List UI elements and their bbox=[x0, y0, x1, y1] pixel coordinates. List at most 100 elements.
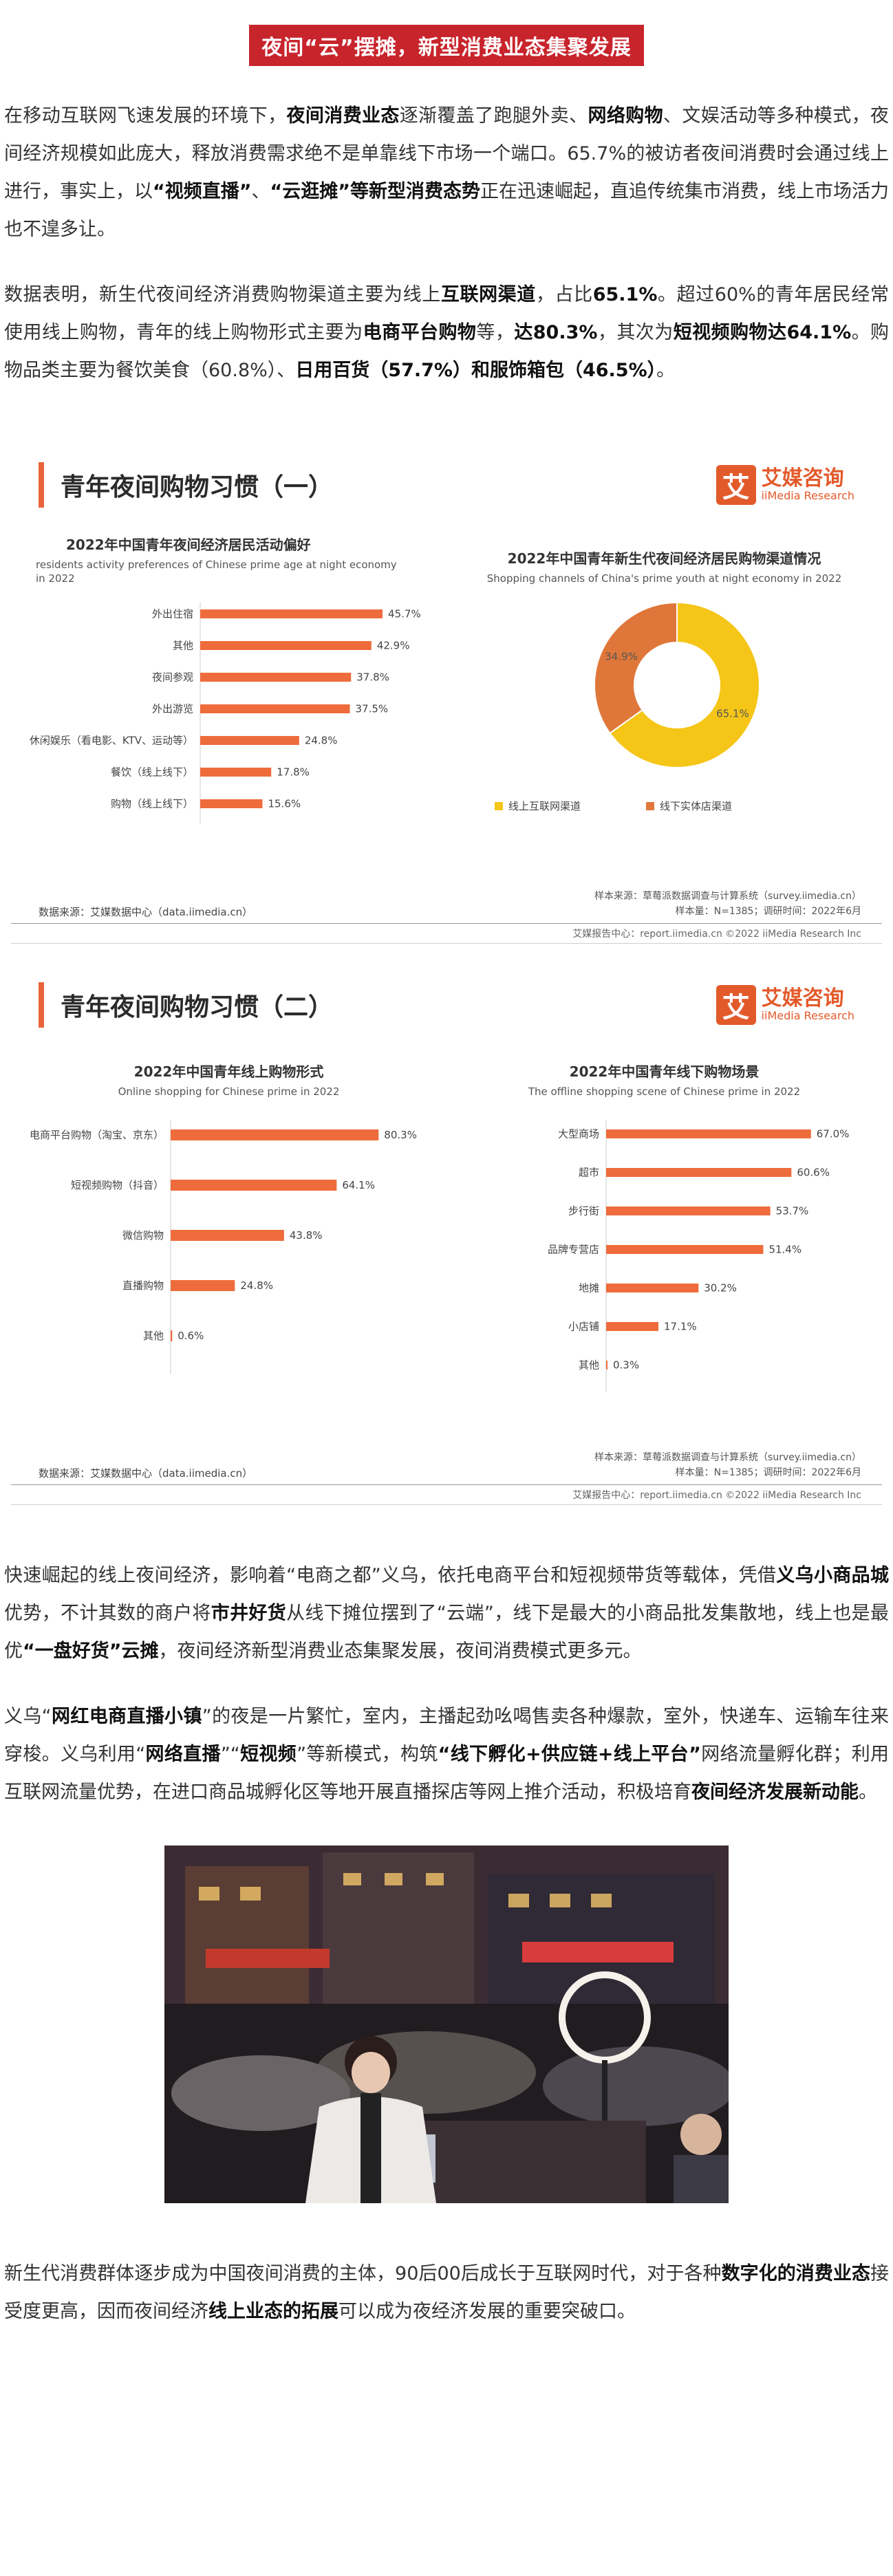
category-label: 外出游览 bbox=[152, 703, 193, 715]
legend-swatch bbox=[646, 802, 654, 810]
text-run: 从线下摊位摆到了“云端”，线下是最大的小商品批发集散地，线上也是最优 bbox=[4, 1603, 890, 1662]
category-label: 休闲娱乐（看电影、KTV、运动等） bbox=[30, 735, 193, 747]
paragraph-3: 快速崛起的线上夜间经济，影响着“电商之都”义乌，依托电商平台和短视频带货等载体，… bbox=[0, 1557, 893, 1670]
bar bbox=[200, 641, 372, 650]
chart-title: 2022年中国青年线下购物场景 bbox=[569, 1063, 760, 1080]
value-label: 67.0% bbox=[817, 1128, 850, 1140]
bar bbox=[200, 673, 352, 682]
text-run: 在移动互联网飞速发展的环境下， bbox=[4, 105, 287, 127]
category-label: 地摊 bbox=[579, 1282, 599, 1295]
brand-subtitle: iiMedia Research bbox=[761, 489, 854, 502]
bar bbox=[606, 1206, 771, 1215]
text-run: 。 bbox=[656, 360, 676, 381]
category-label: 短视频购物（抖音） bbox=[71, 1179, 164, 1191]
paragraph-4: 义乌“网红电商直播小镇”的夜是一片繁忙，室内，主播起劲吆喝售卖各种爆款，室外，快… bbox=[0, 1698, 893, 1811]
emphasis-text: 义乌小商品城 bbox=[776, 1565, 890, 1586]
category-label: 外出住宿 bbox=[152, 608, 193, 620]
emphasis-text: 短视频 bbox=[239, 1744, 297, 1765]
emphasis-text: 达80.3% bbox=[514, 322, 598, 343]
brand-logo: 艾 艾媒咨询 iiMedia Research bbox=[716, 985, 854, 1025]
emphasis-text: 网红电商直播小镇 bbox=[51, 1706, 202, 1727]
category-label: 电商平台购物（淘宝、京东） bbox=[30, 1129, 164, 1141]
figure-header: 青年夜间购物习惯（二） 艾 艾媒咨询 iiMedia Research bbox=[11, 957, 882, 1033]
value-label: 17.1% bbox=[664, 1321, 697, 1333]
bar bbox=[200, 736, 299, 745]
text-run: 。购物品类主要为餐饮美食（60.8%）、 bbox=[4, 322, 890, 381]
emphasis-text: “视频直播” bbox=[153, 181, 252, 202]
value-label: 42.9% bbox=[377, 640, 410, 652]
title-section: 夜间“云”摆摊，新型消费业态集聚发展 bbox=[0, 0, 893, 66]
emphasis-text: 互联网渠道 bbox=[440, 284, 536, 305]
bar bbox=[200, 768, 272, 777]
text-run: ”的夜是一片繁忙，室内，主播起劲吆喝售卖各种爆款，室外，快递车、运输车往来穿梭。… bbox=[4, 1706, 889, 1765]
legend-label: 线下实体店渠道 bbox=[660, 800, 732, 812]
article: 夜间“云”摆摊，新型消费业态集聚发展 在移动互联网飞速发展的环境下，夜间消费业态… bbox=[0, 0, 893, 2322]
figure-2: 青年夜间购物习惯（二） 艾 艾媒咨询 iiMedia Research 2022… bbox=[11, 957, 882, 1505]
text-run: 正在迅速崛起，直追传统集市消费，线上市场活力也不遑多让。 bbox=[4, 181, 889, 240]
sample-size: 样本量：N=1385；调研时间：2022年6月 bbox=[675, 1467, 861, 1478]
livestream-photo bbox=[164, 1846, 729, 2203]
text-run: 可以成为夜经济发展的重要突破口。 bbox=[338, 2301, 636, 2322]
category-label: 购物（线上线下） bbox=[111, 798, 193, 810]
text-run: 、 bbox=[251, 181, 270, 202]
sample-source: 样本来源：草莓派数据调查与计算系统（survey.iimedia.cn） bbox=[594, 891, 861, 902]
brand-icon: 艾 bbox=[716, 985, 756, 1025]
text-run: 、文娱活动等多种模式，夜间经济规模如此庞大，释放消费需求绝不是单靠线下市场一个端… bbox=[4, 105, 890, 202]
emphasis-text: “一盘好货”云摊 bbox=[23, 1641, 159, 1662]
value-label: 0.3% bbox=[613, 1359, 639, 1372]
figure-1: 青年夜间购物习惯（一） 艾 艾媒咨询 iiMedia Research 2022… bbox=[11, 437, 882, 944]
text-run: 。 bbox=[859, 1782, 877, 1803]
text-run: 网络流量孵化群；利用互联网流量优势，在进口商品城孵化区等地开展直播探店等网上推介… bbox=[4, 1744, 890, 1803]
legend-label: 线上互联网渠道 bbox=[508, 800, 581, 812]
figure-heading: 青年夜间购物习惯（二） bbox=[61, 993, 334, 1021]
value-label: 37.8% bbox=[356, 671, 389, 684]
value-label: 17.8% bbox=[277, 766, 310, 779]
category-label: 餐饮（线上线下） bbox=[111, 766, 193, 779]
value-label: 24.8% bbox=[305, 735, 338, 747]
bar bbox=[200, 799, 263, 808]
value-label: 45.7% bbox=[388, 608, 421, 620]
bar bbox=[171, 1230, 284, 1241]
category-label: 品牌专营店 bbox=[548, 1244, 599, 1256]
bar bbox=[606, 1322, 658, 1331]
value-label: 64.1% bbox=[342, 1179, 375, 1191]
bar bbox=[171, 1330, 173, 1341]
category-label: 直播购物 bbox=[122, 1279, 164, 1292]
emphasis-text: 数字化的消费业态 bbox=[721, 2263, 871, 2284]
category-label: 其他 bbox=[173, 640, 193, 652]
bar bbox=[171, 1129, 379, 1140]
emphasis-text: 夜间消费业态 bbox=[286, 105, 400, 127]
accent-bar bbox=[39, 462, 44, 508]
category-label: 其他 bbox=[579, 1359, 599, 1372]
paragraph-2: 数据表明，新生代夜间经济消费购物渠道主要为线上互联网渠道，占比65.1%。超过6… bbox=[0, 276, 893, 389]
bar bbox=[200, 704, 350, 713]
category-label: 微信购物 bbox=[122, 1229, 164, 1242]
chart-offline-shopping: 2022年中国青年线下购物场景 The offline shopping sce… bbox=[446, 1033, 882, 1432]
chart-online-shopping: 2022年中国青年线上购物形式 Online shopping for Chin… bbox=[11, 1033, 446, 1432]
text-run: 接受度更高，因而夜间经济 bbox=[4, 2263, 890, 2322]
bar bbox=[171, 1180, 337, 1191]
emphasis-text: 电商平台购物 bbox=[363, 322, 477, 343]
bar-chart-online: 电商平台购物（淘宝、京东） 80.3% 短视频购物（抖音） 64.1% 微信购物 43.8… bbox=[30, 1120, 417, 1374]
value-label: 24.8% bbox=[240, 1279, 273, 1292]
text-run: ”“ bbox=[220, 1744, 240, 1765]
value-label: 15.6% bbox=[268, 798, 301, 810]
data-source: 数据来源：艾媒数据中心（data.iimedia.cn） bbox=[39, 906, 253, 918]
chart-subtitle: The offline shopping scene of Chinese pr… bbox=[528, 1085, 801, 1098]
value-label: 60.6% bbox=[797, 1167, 830, 1179]
emphasis-text: 网络购物 bbox=[588, 105, 663, 127]
bar bbox=[606, 1245, 764, 1254]
paragraph-1: 在移动互联网飞速发展的环境下，夜间消费业态逐渐覆盖了跑腿外卖、网络购物、文娱活动… bbox=[0, 97, 893, 248]
value-label: 0.6% bbox=[177, 1330, 204, 1342]
text-run: ，占比 bbox=[535, 284, 593, 305]
chart-title: 2022年中国青年夜间经济居民活动偏好 bbox=[66, 537, 311, 553]
emphasis-text: “线下孵化+供应链+线上平台” bbox=[438, 1744, 701, 1765]
pie-slice bbox=[609, 601, 760, 768]
slice-label: 65.1% bbox=[716, 708, 749, 720]
legend-swatch bbox=[495, 802, 503, 810]
category-label: 其他 bbox=[143, 1330, 164, 1342]
slice-label: 34.9% bbox=[605, 650, 638, 662]
chart-title: 2022年中国青年新生代夜间经济居民购物渠道情况 bbox=[507, 550, 821, 567]
bar-chart-offline: 大型商场 67.0% 超市 60.6% 步行街 53.7% 品牌专营店 51.4% 地摊 30.2… bbox=[548, 1120, 850, 1392]
text-run: 新生代消费群体逐步成为中国夜间消费的主体，90后00后成长于互联网时代，对于各种 bbox=[4, 2263, 722, 2284]
